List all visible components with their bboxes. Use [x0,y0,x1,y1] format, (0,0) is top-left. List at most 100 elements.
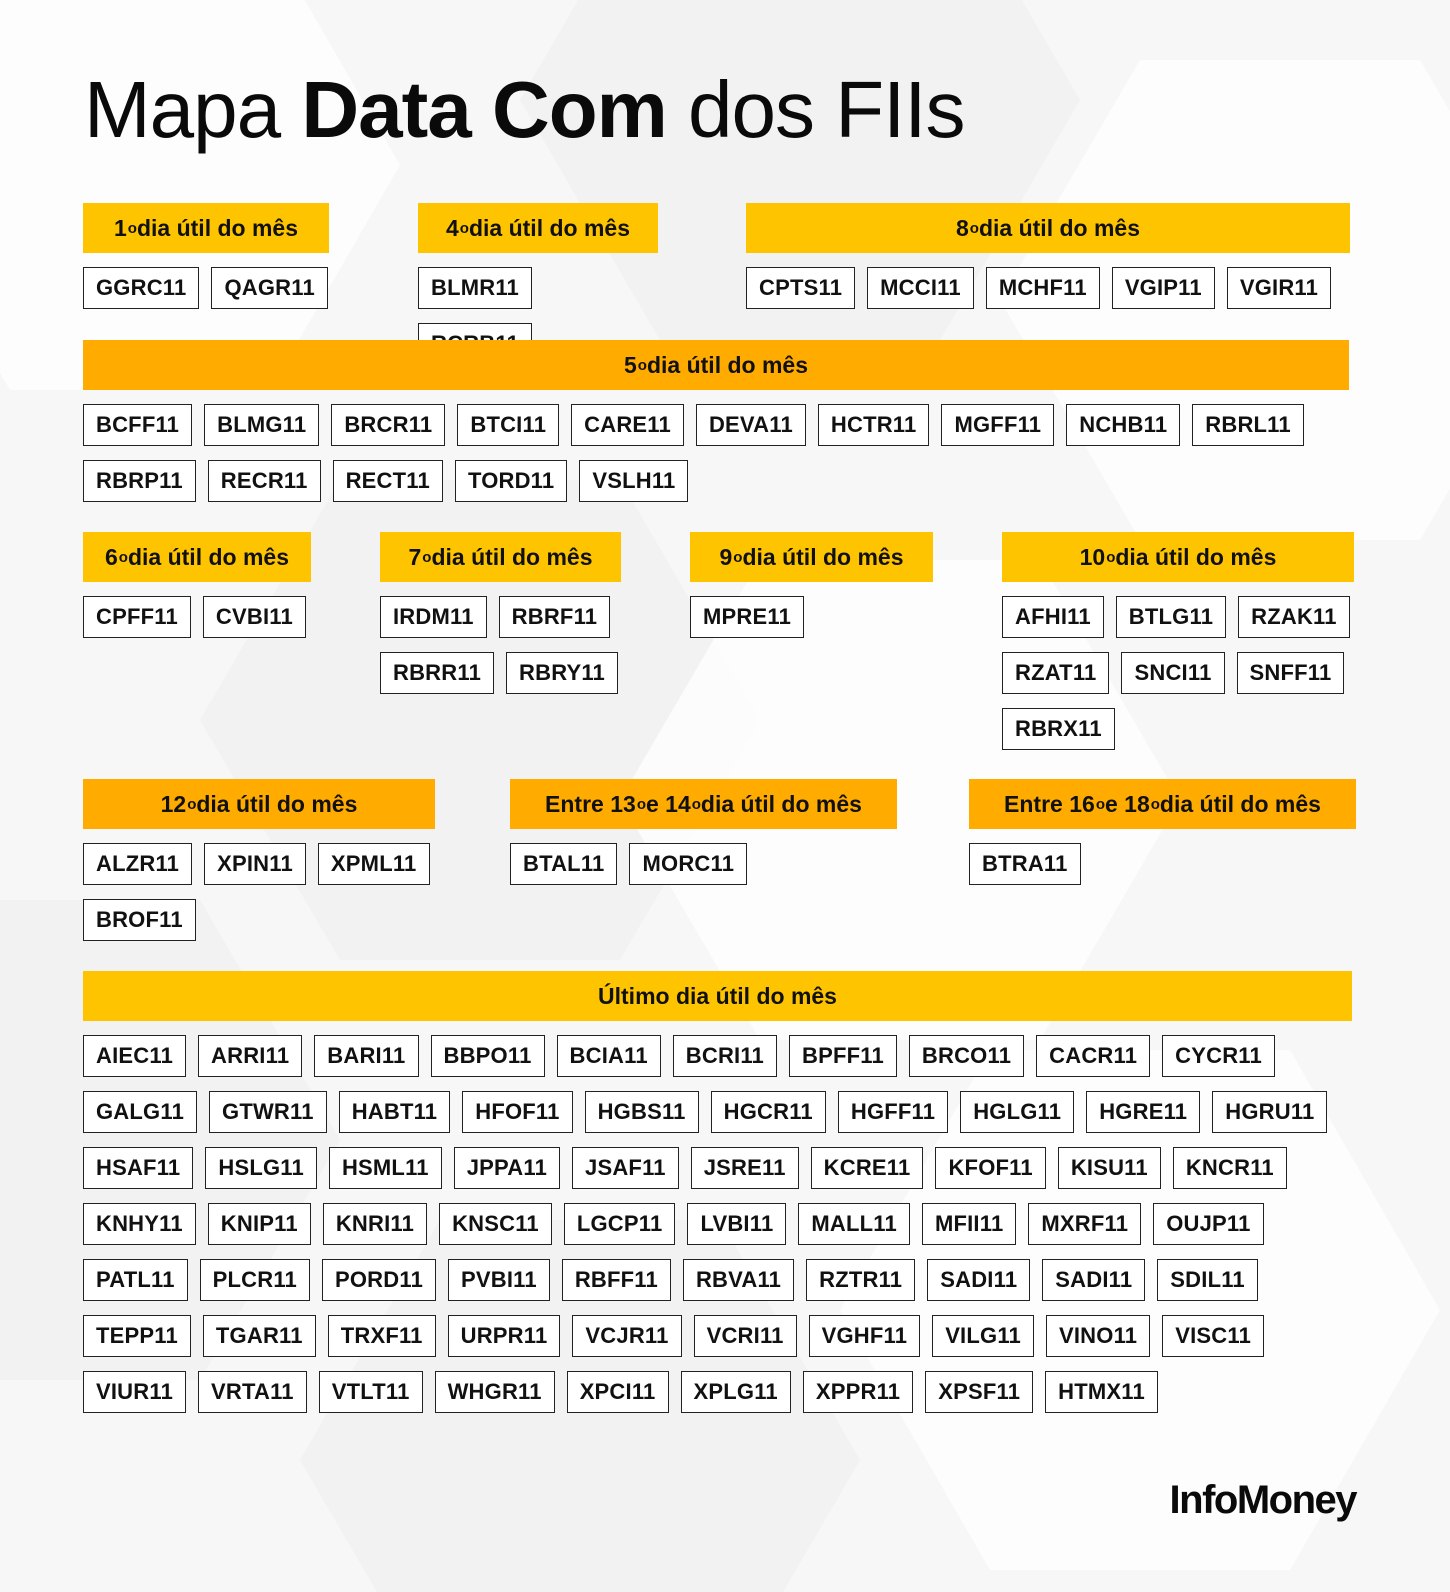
ticker-chip: MPRE11 [690,596,805,638]
ticker-chip: RECT11 [332,460,443,502]
ticker-chip: BTRA11 [969,843,1081,885]
ticker-chip: RBRR11 [380,652,495,694]
ticker-chip: HSAF11 [83,1147,194,1189]
ticker-chip: GGRC11 [83,267,200,309]
ticker-chip: RBFF11 [561,1259,671,1301]
ticker-chip: LGCP11 [563,1203,676,1245]
ticker-chip: HTMX11 [1045,1371,1158,1413]
ticker-chip: CVBI11 [202,596,306,638]
ticker-chip: VILG11 [932,1315,1034,1357]
ticker-chip: RBRF11 [498,596,611,638]
ticker-chip: TRXF11 [327,1315,436,1357]
ticker-chip: KCRE11 [810,1147,924,1189]
ticker-chip: CYCR11 [1162,1035,1275,1077]
ticker-chip: TEPP11 [83,1315,191,1357]
ticker-list: BTRA11 [969,843,1356,885]
ticker-chip: VSLH11 [579,460,689,502]
ticker-list: IRDM11 RBRF11 RBRR11 RBRY11 [380,596,621,694]
ticker-chip: VRTA11 [198,1371,307,1413]
ticker-chip: KNRI11 [322,1203,428,1245]
ticker-chip: RECR11 [207,460,321,502]
ticker-list: AIEC11 ARRI11 BARI11 BBPO11 BCIA11 BCRI11 BPFF… [83,1035,1355,1413]
ticker-chip: NCHB11 [1066,404,1181,446]
section-13th-14th-business-day: Entre 13 o e 14 o dia útil do mês BTAL11 MO… [510,779,897,885]
ticker-chip: GALG11 [83,1091,198,1133]
ticker-list: ALZR11 XPIN11 XPML11 BROF11 [83,843,443,941]
ticker-chip: URPR11 [447,1315,561,1357]
ticker-chip: HFOF11 [462,1091,573,1133]
infomoney-logo: InfoMoney [1169,1478,1358,1522]
ticker-chip: XPML11 [317,843,430,885]
ticker-chip: BTLG11 [1115,596,1227,638]
ticker-chip: AFHI11 [1002,596,1104,638]
ticker-chip: MFII11 [921,1203,1017,1245]
ticker-chip: QAGR11 [211,267,328,309]
ticker-chip: RBRX11 [1002,708,1115,750]
ticker-list: BTAL11 MORC11 [510,843,897,885]
ticker-chip: VTLT11 [318,1371,423,1413]
ticker-chip: JSAF11 [572,1147,679,1189]
ticker-chip: SNFF11 [1236,652,1345,694]
ticker-chip: CPFF11 [83,596,191,638]
ticker-chip: AIEC11 [83,1035,187,1077]
ticker-chip: TGAR11 [202,1315,316,1357]
ticker-chip: CARE11 [571,404,684,446]
section-header: Entre 13 o e 14 o dia útil do mês [510,779,897,829]
ticker-chip: HSLG11 [205,1147,317,1189]
ticker-chip: MCCI11 [867,267,974,309]
ticker-chip: VCJR11 [572,1315,682,1357]
ticker-chip: SDIL11 [1157,1259,1258,1301]
ticker-chip: WHGR11 [434,1371,555,1413]
section-header: Entre 16 o e 18 o dia útil do mês [969,779,1356,829]
section-header: 10 o dia útil do mês [1002,532,1354,582]
ticker-chip: VCRI11 [693,1315,797,1357]
ticker-chip: XPIN11 [204,843,306,885]
ticker-chip: ALZR11 [83,843,193,885]
ticker-list: MPRE11 [690,596,933,638]
ticker-chip: PVBI11 [448,1259,550,1301]
ticker-chip: IRDM11 [380,596,487,638]
ticker-chip: CPTS11 [746,267,856,309]
ticker-chip: XPPR11 [802,1371,914,1413]
section-12th-business-day: 12 o dia útil do mês ALZR11 XPIN11 XPML11 BR… [83,779,435,941]
ticker-chip: XPLG11 [680,1371,791,1413]
ticker-chip: KNSC11 [439,1203,552,1245]
ticker-chip: LVBI11 [687,1203,787,1245]
ticker-chip: RBRP11 [83,460,196,502]
ticker-chip: MALL11 [798,1203,910,1245]
ticker-chip: VINO11 [1045,1315,1151,1357]
ticker-chip: BRCR11 [331,404,446,446]
ticker-chip: VISC11 [1162,1315,1265,1357]
ticker-chip: PATL11 [83,1259,188,1301]
ticker-chip: VGIP11 [1111,267,1215,309]
ticker-chip: RBVA11 [682,1259,795,1301]
ticker-chip: RZTR11 [806,1259,916,1301]
ticker-chip: BBPO11 [430,1035,545,1077]
ticker-chip: DEVA11 [695,404,806,446]
ticker-chip: KFOF11 [935,1147,1046,1189]
ticker-chip: ARRI11 [198,1035,303,1077]
ticker-chip: HABT11 [338,1091,451,1133]
ticker-chip: HGBS11 [584,1091,699,1133]
page-title: Mapa Data Com dos FIIs [84,65,966,154]
section-header: 12 o dia útil do mês [83,779,435,829]
ticker-chip: KNCR11 [1172,1147,1287,1189]
ticker-chip: BTCI11 [457,404,560,446]
ticker-chip: HSML11 [328,1147,442,1189]
ticker-list: CPTS11 MCCI11 MCHF11 VGIP11 VGIR11 [746,267,1350,309]
ticker-chip: OUJP11 [1153,1203,1264,1245]
ticker-chip: BLMR11 [418,267,532,309]
section-16th-18th-business-day: Entre 16 o e 18 o dia útil do mês BTRA11 [969,779,1356,885]
ticker-chip: HGRU11 [1212,1091,1328,1133]
ticker-chip: BCIA11 [556,1035,661,1077]
ticker-chip: HCTR11 [817,404,930,446]
ticker-list: BCFF11 BLMG11 BRCR11 BTCI11 CARE11 DEVA11 HCTR… [83,404,1333,502]
